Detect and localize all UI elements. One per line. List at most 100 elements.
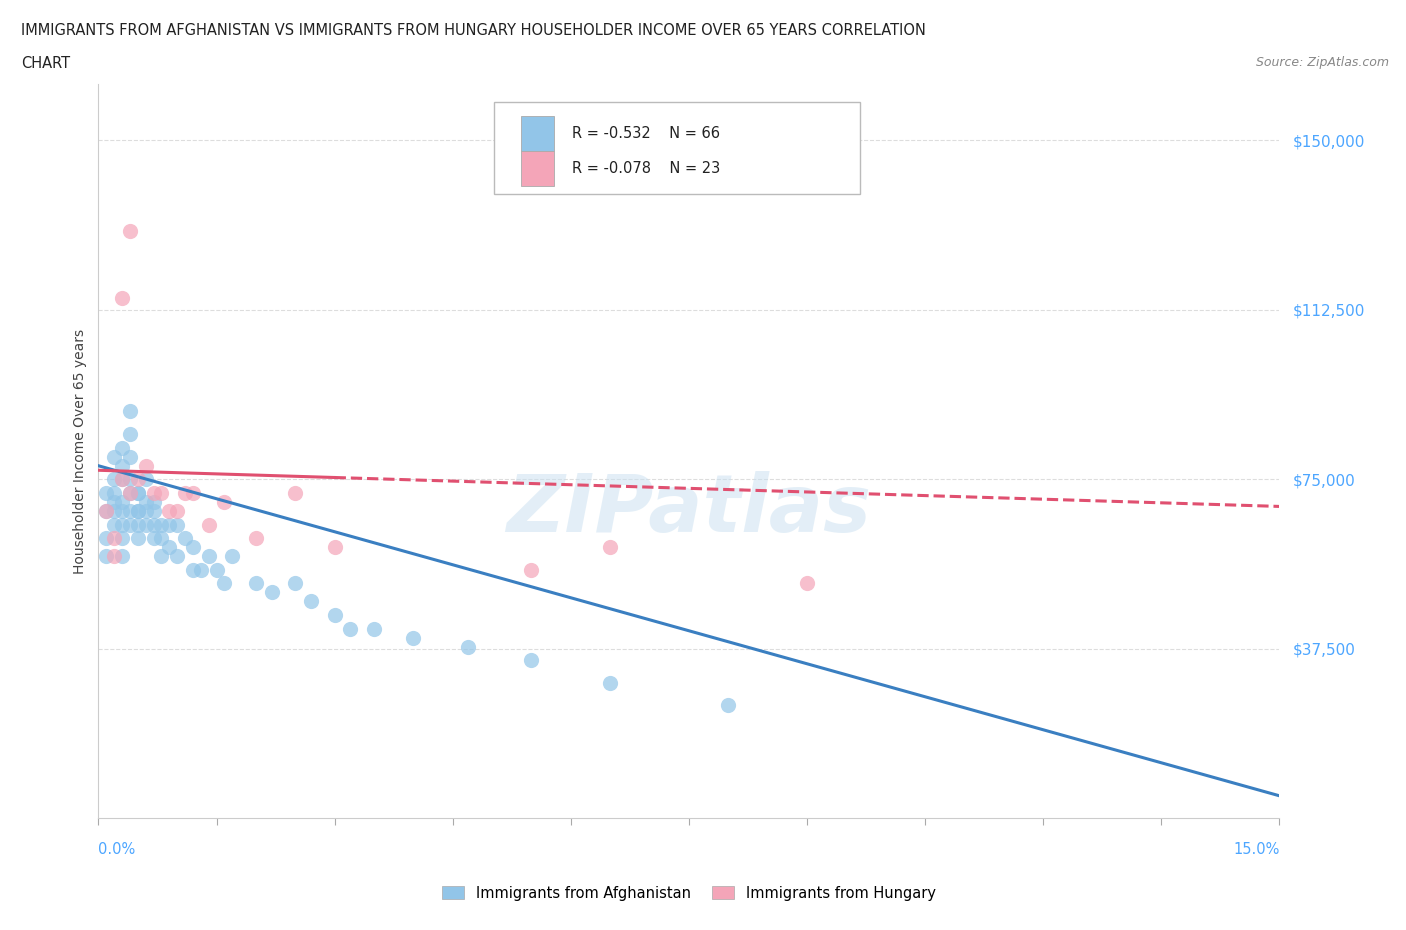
Text: R = -0.078    N = 23: R = -0.078 N = 23 <box>572 161 720 176</box>
Text: Source: ZipAtlas.com: Source: ZipAtlas.com <box>1256 56 1389 69</box>
Point <box>299 594 322 609</box>
Point <box>339 621 361 636</box>
Point <box>245 531 267 546</box>
Point <box>214 576 236 591</box>
Point <box>103 485 125 500</box>
Text: IMMIGRANTS FROM AFGHANISTAN VS IMMIGRANTS FROM HUNGARY HOUSEHOLDER INCOME OVER 6: IMMIGRANTS FROM AFGHANISTAN VS IMMIGRANT… <box>21 23 927 38</box>
Text: R = -0.532    N = 66: R = -0.532 N = 66 <box>572 126 720 141</box>
Legend: Immigrants from Afghanistan, Immigrants from Hungary: Immigrants from Afghanistan, Immigrants … <box>436 880 942 907</box>
Point <box>166 517 188 532</box>
Point <box>150 531 173 546</box>
Point <box>599 539 621 554</box>
Point <box>118 404 141 418</box>
Point <box>135 472 157 486</box>
Point <box>111 503 134 518</box>
Point <box>363 621 385 636</box>
Point <box>118 472 141 486</box>
Text: CHART: CHART <box>21 56 70 71</box>
Point <box>127 503 149 518</box>
Point <box>174 531 197 546</box>
Point <box>142 485 165 500</box>
Point <box>166 503 188 518</box>
Point <box>520 653 543 668</box>
Point <box>402 631 425 645</box>
Point <box>135 503 157 518</box>
Point <box>103 531 125 546</box>
Point <box>103 449 125 464</box>
Point <box>103 503 125 518</box>
Point <box>245 576 267 591</box>
Point <box>190 563 212 578</box>
Y-axis label: Householder Income Over 65 years: Householder Income Over 65 years <box>73 328 87 574</box>
Point <box>111 472 134 486</box>
Point <box>111 472 134 486</box>
Point <box>181 539 204 554</box>
Point <box>457 639 479 654</box>
Point <box>520 563 543 578</box>
Point <box>103 549 125 564</box>
Point <box>323 607 346 622</box>
Point <box>214 495 236 510</box>
Point <box>111 440 134 455</box>
Text: ZIPatlas: ZIPatlas <box>506 471 872 549</box>
Point <box>96 485 118 500</box>
Point <box>142 517 165 532</box>
Point <box>135 517 157 532</box>
Point <box>103 495 125 510</box>
Point <box>284 576 307 591</box>
Point <box>118 485 141 500</box>
Point <box>150 549 173 564</box>
Point <box>96 549 118 564</box>
Point <box>118 503 141 518</box>
Text: 0.0%: 0.0% <box>98 842 135 857</box>
Point <box>127 485 149 500</box>
Point <box>157 503 180 518</box>
Point <box>157 517 180 532</box>
Point <box>111 495 134 510</box>
Point <box>111 291 134 306</box>
Point <box>142 531 165 546</box>
Point <box>127 472 149 486</box>
Point <box>118 223 141 238</box>
Point <box>205 563 228 578</box>
Point <box>96 503 118 518</box>
Bar <box>522 151 554 186</box>
Point <box>111 458 134 473</box>
Point <box>96 503 118 518</box>
Point <box>103 472 125 486</box>
FancyBboxPatch shape <box>494 102 860 194</box>
Point <box>197 517 219 532</box>
Point <box>111 517 134 532</box>
Point <box>166 549 188 564</box>
Point <box>118 517 141 532</box>
Point <box>221 549 243 564</box>
Point <box>103 517 125 532</box>
Point <box>118 449 141 464</box>
Point <box>150 517 173 532</box>
Point <box>96 531 118 546</box>
Point <box>197 549 219 564</box>
Point <box>127 485 149 500</box>
Point <box>142 503 165 518</box>
Point <box>796 576 818 591</box>
Point <box>111 531 134 546</box>
Point <box>174 485 197 500</box>
Point <box>118 485 141 500</box>
Point <box>181 563 204 578</box>
Point <box>260 585 283 600</box>
Point <box>135 495 157 510</box>
Text: 15.0%: 15.0% <box>1233 842 1279 857</box>
Point <box>717 698 740 712</box>
Point <box>181 485 204 500</box>
Point <box>127 517 149 532</box>
Point <box>127 531 149 546</box>
Point <box>323 539 346 554</box>
Point <box>284 485 307 500</box>
Point <box>135 458 157 473</box>
Point <box>111 549 134 564</box>
Point <box>142 495 165 510</box>
Point <box>157 539 180 554</box>
Point <box>118 427 141 442</box>
Point <box>127 503 149 518</box>
Point <box>150 485 173 500</box>
